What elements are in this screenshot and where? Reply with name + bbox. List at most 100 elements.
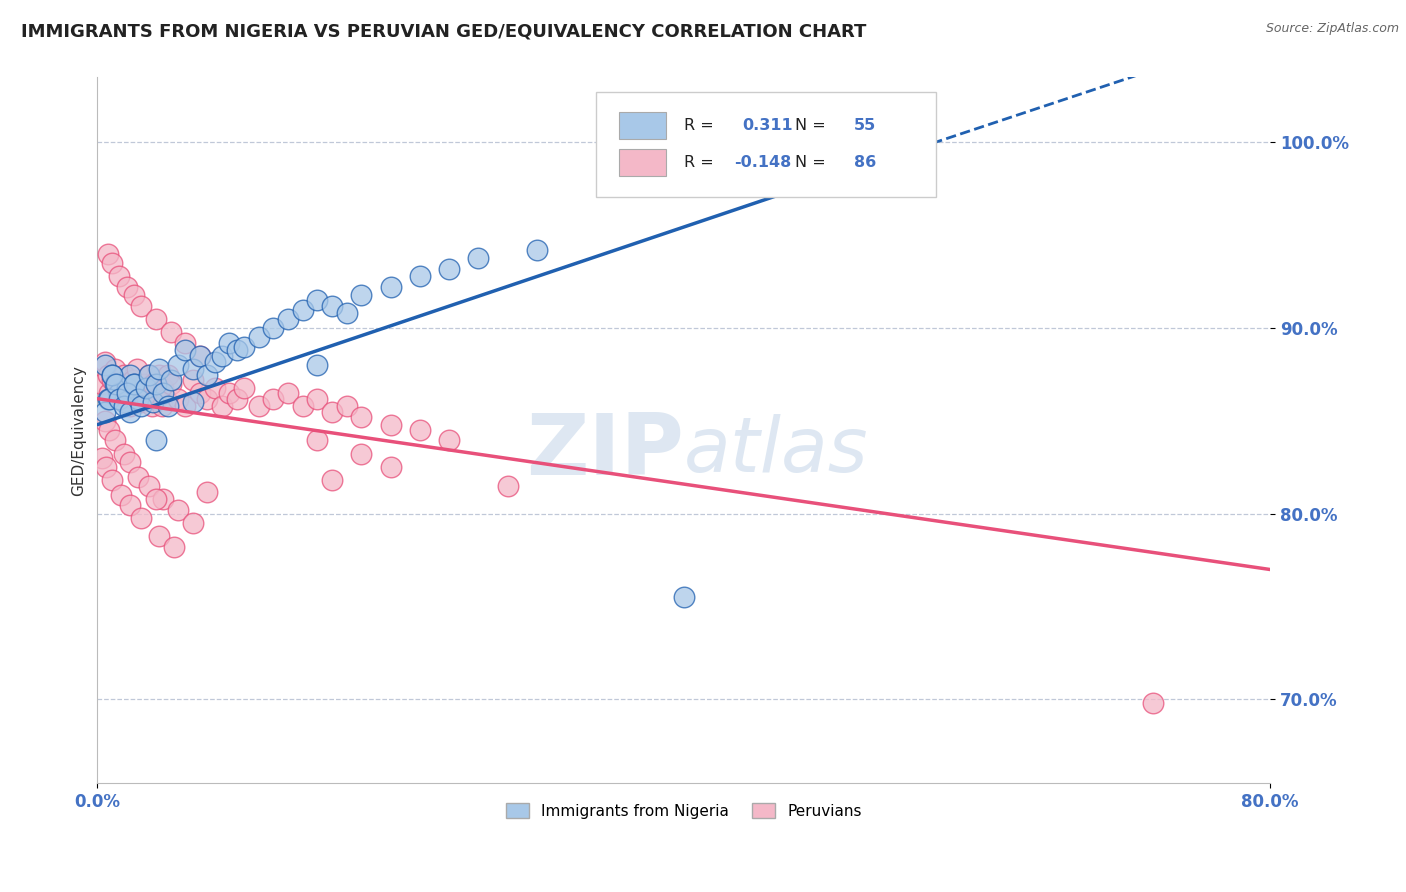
Point bbox=[93, 358, 115, 372]
Point bbox=[204, 354, 226, 368]
Point bbox=[131, 510, 153, 524]
Point bbox=[115, 386, 138, 401]
Text: N =: N = bbox=[796, 118, 831, 133]
Point bbox=[131, 395, 153, 409]
Point bbox=[136, 392, 159, 406]
Point bbox=[181, 395, 204, 409]
Legend: Immigrants from Nigeria, Peruvians: Immigrants from Nigeria, Peruvians bbox=[499, 797, 868, 825]
Point bbox=[98, 423, 121, 437]
Point bbox=[195, 368, 218, 382]
Point bbox=[247, 330, 270, 344]
Point bbox=[127, 392, 149, 406]
Point bbox=[110, 488, 132, 502]
Point bbox=[409, 423, 432, 437]
Text: R =: R = bbox=[683, 155, 718, 170]
Point bbox=[93, 414, 115, 428]
Point bbox=[174, 335, 197, 350]
Point bbox=[115, 380, 138, 394]
Point bbox=[467, 251, 489, 265]
Point bbox=[97, 368, 120, 382]
Point bbox=[350, 287, 373, 301]
Point bbox=[118, 405, 141, 419]
Point bbox=[127, 386, 149, 401]
Point bbox=[291, 399, 314, 413]
Point bbox=[437, 433, 460, 447]
FancyBboxPatch shape bbox=[619, 150, 666, 177]
Point bbox=[159, 325, 181, 339]
Point bbox=[90, 451, 112, 466]
Point bbox=[104, 433, 127, 447]
Point bbox=[291, 302, 314, 317]
Point bbox=[335, 399, 357, 413]
Point bbox=[94, 460, 117, 475]
Point bbox=[104, 376, 127, 391]
Point bbox=[156, 368, 179, 382]
Point bbox=[307, 358, 329, 372]
Point bbox=[211, 399, 233, 413]
Point bbox=[127, 469, 149, 483]
Point bbox=[262, 321, 284, 335]
Point bbox=[101, 368, 124, 382]
Point bbox=[138, 368, 160, 382]
Point bbox=[195, 484, 218, 499]
Point bbox=[380, 417, 402, 432]
Point bbox=[93, 405, 115, 419]
Point bbox=[115, 280, 138, 294]
Point bbox=[152, 386, 174, 401]
Point bbox=[321, 299, 343, 313]
Point bbox=[159, 373, 181, 387]
Point bbox=[174, 399, 197, 413]
Point bbox=[233, 380, 256, 394]
Point bbox=[150, 399, 173, 413]
Point bbox=[98, 386, 121, 401]
Point bbox=[122, 287, 145, 301]
Point bbox=[115, 380, 138, 394]
Point bbox=[112, 447, 135, 461]
Point bbox=[122, 392, 145, 406]
Point bbox=[167, 503, 190, 517]
Text: atlas: atlas bbox=[683, 415, 869, 489]
Point bbox=[131, 399, 153, 413]
Point bbox=[101, 373, 124, 387]
Point bbox=[181, 362, 204, 376]
Point bbox=[108, 376, 131, 391]
Point bbox=[112, 395, 135, 409]
Point bbox=[307, 433, 329, 447]
Point bbox=[101, 368, 124, 382]
Point bbox=[277, 386, 299, 401]
Point bbox=[118, 399, 141, 413]
Point bbox=[218, 386, 240, 401]
Point bbox=[148, 368, 170, 382]
FancyBboxPatch shape bbox=[596, 92, 936, 197]
Point bbox=[125, 362, 148, 376]
Point bbox=[97, 392, 120, 406]
Point bbox=[174, 343, 197, 358]
Point bbox=[122, 376, 145, 391]
Point bbox=[138, 479, 160, 493]
Point bbox=[247, 399, 270, 413]
Point bbox=[142, 395, 165, 409]
Point bbox=[121, 373, 143, 387]
Point bbox=[101, 474, 124, 488]
Point bbox=[118, 368, 141, 382]
Point bbox=[108, 386, 131, 401]
Point bbox=[211, 349, 233, 363]
Point bbox=[204, 380, 226, 394]
Point bbox=[262, 392, 284, 406]
Point bbox=[118, 455, 141, 469]
Point bbox=[188, 386, 211, 401]
Point bbox=[107, 386, 129, 401]
Point bbox=[181, 373, 204, 387]
Point bbox=[380, 460, 402, 475]
Point bbox=[307, 293, 329, 308]
Point bbox=[156, 399, 179, 413]
Point bbox=[409, 269, 432, 284]
Point bbox=[380, 280, 402, 294]
Y-axis label: GED/Equivalency: GED/Equivalency bbox=[72, 365, 86, 496]
Text: 0.311: 0.311 bbox=[742, 118, 793, 133]
Point bbox=[108, 269, 131, 284]
FancyBboxPatch shape bbox=[619, 112, 666, 139]
Point bbox=[167, 392, 190, 406]
Point bbox=[152, 491, 174, 506]
Text: -0.148: -0.148 bbox=[734, 155, 792, 170]
